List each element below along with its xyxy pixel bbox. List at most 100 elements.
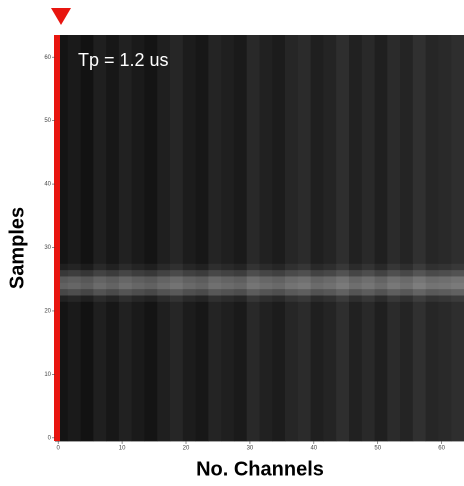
heatmap-cell: [81, 263, 94, 270]
heatmap-cell: [119, 301, 132, 441]
heatmap-cell: [426, 282, 439, 289]
heatmap-cell: [157, 295, 170, 302]
heatmap-cell: [451, 282, 464, 289]
heatmap-cell: [247, 35, 260, 264]
heatmap-cell: [260, 35, 273, 264]
heatmap-cell: [336, 289, 349, 296]
heatmap-cell: [260, 295, 273, 302]
heatmap-cell: [144, 276, 157, 283]
heatmap-cell: [323, 270, 336, 277]
heatmap-cell: [336, 270, 349, 277]
heatmap-cell: [285, 295, 298, 302]
heatmap-cell: [170, 276, 183, 283]
y-tick-label: 20: [44, 309, 51, 315]
heatmap-cell: [234, 263, 247, 270]
heatmap-cell: [81, 295, 94, 302]
heatmap-cell: [311, 35, 324, 264]
heatmap-cell: [183, 263, 196, 270]
x-tick-label: 10: [119, 446, 126, 452]
y-tick-label: 40: [44, 182, 51, 188]
heatmap-cell: [349, 295, 362, 302]
heatmap-cell: [221, 289, 234, 296]
heatmap-cell: [157, 282, 170, 289]
heatmap-cell: [272, 263, 285, 270]
heatmap-cell: [170, 301, 183, 441]
heatmap-cell: [208, 295, 221, 302]
heatmap-cell: [247, 263, 260, 270]
heatmap-cell: [438, 282, 451, 289]
heatmap-cell: [298, 263, 311, 270]
heatmap-cell: [93, 301, 106, 441]
heatmap-cell: [106, 282, 119, 289]
heatmap-cell: [438, 270, 451, 277]
heatmap-cell: [247, 295, 260, 302]
heatmap-cell: [157, 276, 170, 283]
heatmap-cell: [311, 276, 324, 283]
heatmap-cell: [272, 289, 285, 296]
heatmap-cell: [170, 289, 183, 296]
heatmap-cell: [119, 282, 132, 289]
heatmap-cell: [349, 263, 362, 270]
heatmap-cell: [323, 289, 336, 296]
heatmap-cell: [272, 35, 285, 264]
heatmap-cell: [132, 282, 145, 289]
heatmap-cell: [426, 276, 439, 283]
heatmap-cell: [196, 35, 209, 264]
heatmap-cell: [260, 282, 273, 289]
heatmap-cell: [106, 289, 119, 296]
x-tick-label: 20: [183, 446, 190, 452]
heatmap-cell: [170, 35, 183, 264]
heatmap-cell: [400, 295, 413, 302]
x-tick-label: 40: [310, 446, 317, 452]
heatmap-cell: [375, 301, 388, 441]
y-tick-label: 60: [44, 55, 51, 61]
heatmap-cell: [93, 276, 106, 283]
heatmap-cell: [413, 263, 426, 270]
heatmap-cell: [247, 301, 260, 441]
heatmap-cell: [157, 263, 170, 270]
heatmap-cell: [157, 289, 170, 296]
heatmap-cell: [81, 270, 94, 277]
heatmap-cell: [183, 276, 196, 283]
heatmap-cell: [208, 263, 221, 270]
heatmap-cell: [387, 263, 400, 270]
heatmap-cell: [106, 295, 119, 302]
heatmap-cell: [311, 301, 324, 441]
heatmap-cell: [400, 289, 413, 296]
heatmap-cell: [362, 270, 375, 277]
y-tick-label: 10: [44, 372, 51, 378]
heatmap-cell: [349, 35, 362, 264]
heatmap-cell: [311, 263, 324, 270]
heatmap-cell: [221, 270, 234, 277]
heatmap-cell: [119, 295, 132, 302]
heatmap-cell: [93, 282, 106, 289]
heatmap-cell: [196, 295, 209, 302]
y-tick-label: 30: [44, 245, 51, 251]
heatmap-cell: [362, 301, 375, 441]
heatmap-cell: [68, 289, 81, 296]
heatmap-cell: [272, 270, 285, 277]
heatmap-cell: [183, 289, 196, 296]
heatmap-cell: [247, 289, 260, 296]
heatmap-cell: [451, 35, 464, 264]
heatmap-cell: [272, 295, 285, 302]
heatmap-cell: [311, 282, 324, 289]
heatmap-cell: [183, 301, 196, 441]
heatmap-cell: [208, 289, 221, 296]
heatmap-cell: [451, 289, 464, 296]
heatmap-cell: [438, 35, 451, 264]
cursor-marker: [51, 8, 71, 25]
heatmap-cell: [349, 270, 362, 277]
heatmap-cell: [106, 301, 119, 441]
heatmap-cell: [451, 301, 464, 441]
heatmap-cell: [323, 263, 336, 270]
heatmap-cell: [81, 301, 94, 441]
heatmap-cell: [221, 35, 234, 264]
heatmap-cell: [387, 295, 400, 302]
heatmap-cell: [68, 295, 81, 302]
heatmap-cell: [413, 35, 426, 264]
heatmap-cell: [234, 295, 247, 302]
heatmap-cell: [221, 263, 234, 270]
heatmap-cell: [336, 276, 349, 283]
heatmap-cell: [400, 270, 413, 277]
